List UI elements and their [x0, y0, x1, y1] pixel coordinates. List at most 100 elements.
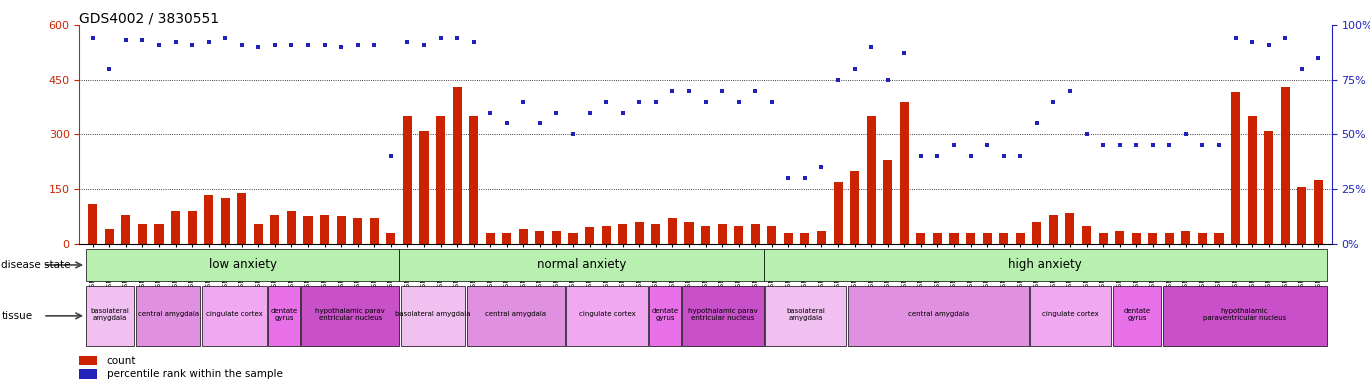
Bar: [1164, 233, 1174, 244]
Bar: [221, 198, 230, 244]
Bar: [585, 227, 595, 244]
Bar: [503, 233, 511, 244]
Bar: [701, 226, 710, 244]
Point: [993, 153, 1015, 159]
Bar: [88, 204, 97, 244]
Point: [844, 66, 866, 72]
Bar: [682, 286, 763, 346]
Point: [744, 88, 766, 94]
Bar: [1066, 213, 1074, 244]
Point: [811, 164, 833, 170]
Bar: [767, 226, 777, 244]
Point: [1274, 35, 1296, 41]
Point: [795, 175, 817, 181]
Point: [412, 41, 434, 48]
Point: [943, 142, 964, 149]
Bar: [634, 222, 644, 244]
Bar: [204, 195, 214, 244]
Bar: [1163, 286, 1326, 346]
Point: [578, 109, 600, 116]
Bar: [419, 131, 429, 244]
Point: [1075, 131, 1097, 137]
Bar: [86, 250, 399, 280]
Bar: [519, 229, 527, 244]
Bar: [933, 233, 943, 244]
Point: [230, 41, 252, 48]
Point: [379, 153, 401, 159]
Point: [977, 142, 999, 149]
Bar: [1265, 131, 1273, 244]
Bar: [337, 217, 345, 244]
Bar: [1248, 116, 1256, 244]
Bar: [1082, 226, 1091, 244]
Bar: [79, 356, 96, 366]
Bar: [122, 215, 130, 244]
Bar: [1214, 233, 1223, 244]
Bar: [982, 233, 992, 244]
Bar: [86, 286, 134, 346]
Point: [1291, 66, 1312, 72]
Bar: [949, 233, 959, 244]
Bar: [270, 215, 279, 244]
Bar: [469, 116, 478, 244]
Bar: [1115, 231, 1125, 244]
Point: [1159, 142, 1181, 149]
Point: [197, 40, 219, 46]
Bar: [900, 101, 908, 244]
Bar: [269, 286, 300, 346]
Text: count: count: [107, 356, 137, 366]
Bar: [136, 286, 200, 346]
Point: [760, 98, 782, 104]
Point: [281, 41, 303, 48]
Text: basolateral
amygdala: basolateral amygdala: [90, 308, 130, 321]
Point: [629, 98, 651, 104]
Point: [330, 44, 352, 50]
Point: [430, 35, 452, 41]
Text: dentate
gyrus: dentate gyrus: [1123, 308, 1151, 321]
Point: [562, 131, 584, 137]
Bar: [301, 286, 399, 346]
Text: hypothalamic parav
entricular nucleus: hypothalamic parav entricular nucleus: [315, 308, 385, 321]
Point: [447, 35, 469, 41]
Point: [1175, 131, 1197, 137]
Bar: [353, 218, 362, 244]
Bar: [552, 231, 562, 244]
Bar: [104, 229, 114, 244]
Text: dentate
gyrus: dentate gyrus: [651, 308, 678, 321]
Text: GDS4002 / 3830551: GDS4002 / 3830551: [79, 12, 219, 25]
Bar: [667, 218, 677, 244]
Bar: [138, 224, 147, 244]
Point: [363, 41, 385, 48]
Point: [877, 76, 899, 83]
Point: [1192, 142, 1214, 149]
Bar: [188, 211, 197, 244]
Text: hypothalamic parav
entricular nucleus: hypothalamic parav entricular nucleus: [688, 308, 758, 321]
Bar: [618, 224, 627, 244]
Bar: [1030, 286, 1111, 346]
Bar: [1049, 215, 1058, 244]
Text: central amygdala: central amygdala: [137, 311, 199, 318]
Bar: [436, 116, 445, 244]
Bar: [79, 369, 96, 379]
Bar: [734, 226, 744, 244]
Bar: [253, 224, 263, 244]
Point: [595, 98, 617, 104]
Bar: [917, 233, 925, 244]
Bar: [849, 171, 859, 244]
Bar: [486, 233, 495, 244]
Point: [545, 109, 567, 116]
Point: [1258, 41, 1280, 48]
Bar: [1032, 222, 1041, 244]
Point: [479, 109, 501, 116]
Text: dentate
gyrus: dentate gyrus: [270, 308, 297, 321]
Text: basolateral amygdala: basolateral amygdala: [396, 311, 471, 318]
Bar: [1181, 231, 1191, 244]
Text: low anxiety: low anxiety: [208, 258, 277, 271]
Bar: [651, 224, 660, 244]
Bar: [201, 286, 267, 346]
Point: [529, 120, 551, 126]
Bar: [401, 286, 466, 346]
Bar: [171, 211, 179, 244]
Point: [926, 153, 948, 159]
Bar: [867, 116, 875, 244]
